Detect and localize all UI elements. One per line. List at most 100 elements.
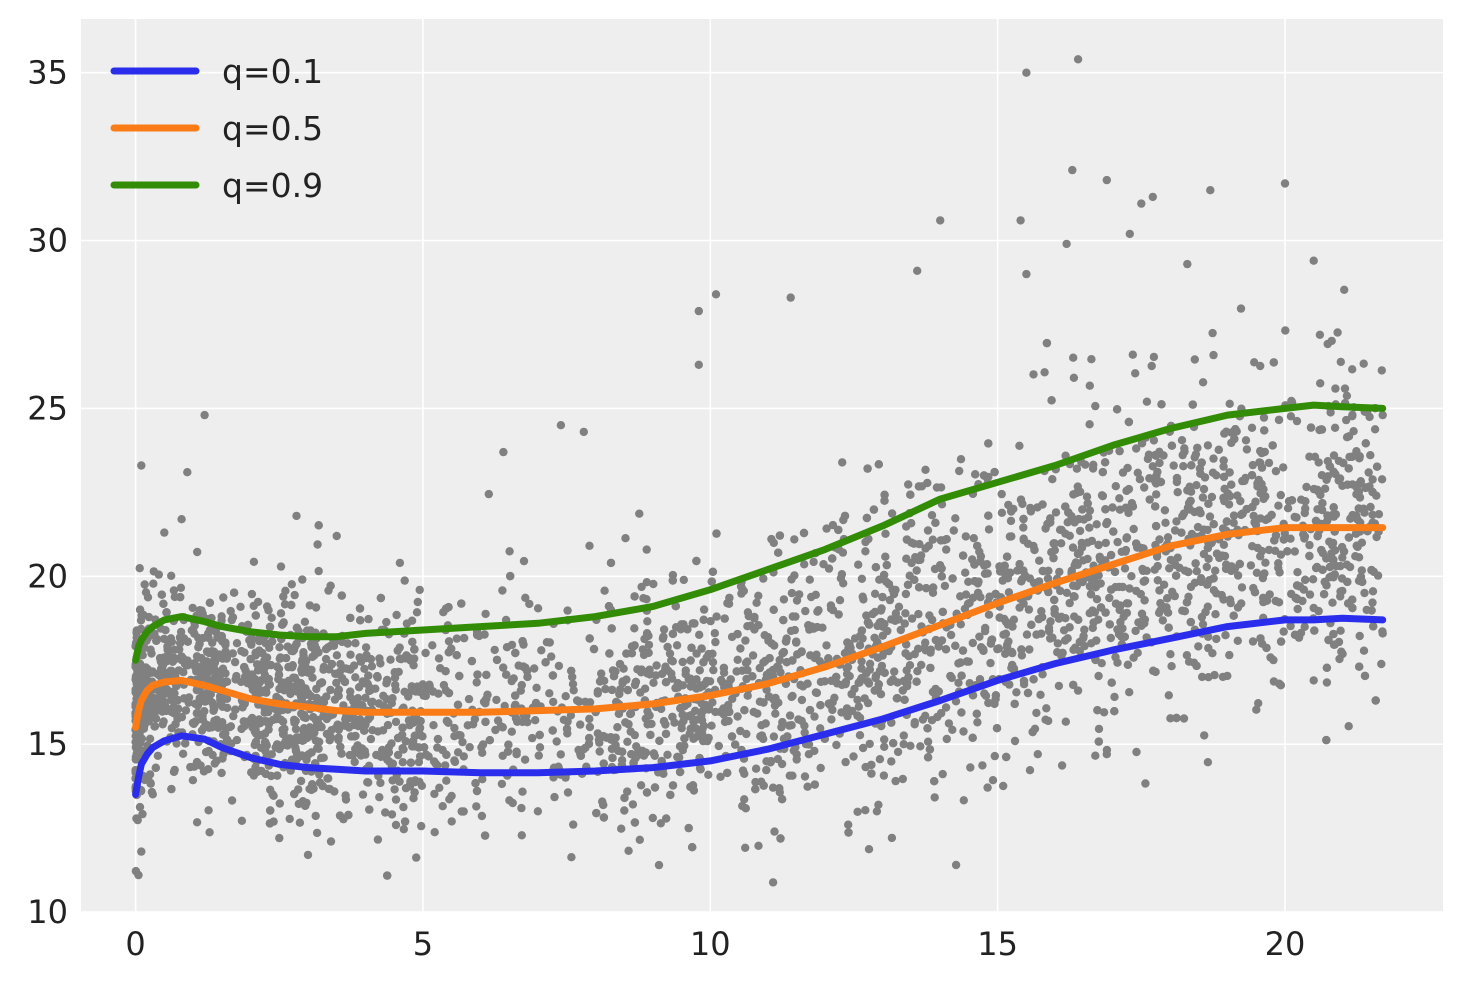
scatter-point	[1075, 526, 1085, 536]
scatter-point	[283, 642, 292, 651]
scatter-point	[161, 688, 170, 697]
scatter-point	[464, 694, 474, 704]
scatter-point	[834, 610, 843, 619]
scatter-point	[1055, 567, 1064, 577]
scatter-point	[1322, 663, 1332, 672]
scatter-point	[1034, 614, 1044, 624]
scatter-point	[1092, 595, 1102, 604]
scatter-point	[428, 641, 437, 650]
scatter-point	[880, 742, 889, 751]
scatter-point	[517, 803, 526, 813]
scatter-point	[1009, 615, 1019, 624]
scatter-point	[881, 529, 890, 538]
scatter-point	[318, 781, 327, 791]
scatter-point	[621, 534, 630, 543]
scatter-point	[1194, 642, 1203, 651]
scatter-point	[1128, 350, 1138, 359]
scatter-point	[754, 841, 763, 850]
scatter-point	[251, 737, 261, 747]
scatter-point	[1192, 661, 1201, 671]
scatter-point	[865, 739, 874, 749]
scatter-point	[1148, 462, 1158, 471]
scatter-point	[375, 654, 384, 663]
scatter-point	[902, 554, 911, 563]
scatter-point	[1236, 304, 1246, 313]
scatter-point	[1242, 445, 1252, 454]
scatter-point	[393, 733, 403, 743]
scatter-point	[782, 658, 791, 667]
scatter-point	[986, 658, 995, 668]
scatter-outlier	[1148, 192, 1158, 202]
scatter-point	[1276, 637, 1286, 646]
scatter-point	[925, 745, 935, 754]
scatter-point	[1306, 423, 1316, 432]
scatter-point	[1111, 482, 1121, 491]
scatter-point	[1344, 533, 1354, 542]
scatter-point	[1098, 491, 1108, 501]
scatter-point	[1113, 537, 1122, 547]
scatter-point	[743, 691, 752, 700]
scatter-point	[899, 740, 908, 749]
scatter-point	[314, 521, 323, 530]
scatter-point	[417, 781, 427, 790]
scatter-point	[1155, 586, 1164, 595]
scatter-point	[741, 658, 751, 668]
scatter-point	[1120, 564, 1130, 573]
scatter-point	[1372, 532, 1381, 542]
scatter-point	[1133, 543, 1142, 552]
scatter-point	[898, 774, 907, 784]
scatter-point	[604, 602, 614, 611]
scatter-point	[1368, 475, 1377, 484]
scatter-point	[775, 531, 785, 540]
scatter-point	[932, 483, 942, 492]
scatter-point	[1250, 358, 1259, 367]
scatter-point	[806, 651, 815, 660]
scatter-point	[1057, 539, 1066, 548]
scatter-point	[1010, 736, 1020, 746]
scatter-point	[887, 509, 897, 518]
scatter-point	[1151, 502, 1160, 511]
scatter-point	[1172, 473, 1182, 483]
scatter-point	[1042, 704, 1051, 713]
scatter-point	[642, 578, 651, 587]
scatter-point	[768, 783, 778, 792]
scatter-outlier	[913, 266, 922, 275]
scatter-point	[261, 769, 270, 779]
scatter-point	[1276, 490, 1286, 500]
scatter-point	[264, 606, 273, 615]
x-tick-label: 5	[413, 925, 433, 963]
scatter-point	[576, 720, 585, 729]
scatter-point	[879, 570, 889, 580]
scatter-point	[663, 642, 672, 652]
scatter-point	[668, 629, 678, 639]
scatter-point	[188, 603, 197, 613]
scatter-point	[1152, 479, 1161, 488]
scatter-point	[1046, 617, 1055, 626]
scatter-point	[239, 717, 248, 726]
scatter-point	[728, 694, 737, 704]
scatter-point	[871, 563, 881, 572]
scatter-point	[716, 772, 725, 781]
scatter-point	[169, 586, 179, 595]
scatter-point	[228, 649, 237, 658]
scatter-point	[857, 574, 867, 583]
scatter-point	[708, 567, 718, 576]
scatter-point	[339, 814, 348, 824]
scatter-point	[1209, 454, 1218, 463]
scatter-point	[1180, 444, 1189, 453]
scatter-point	[1240, 476, 1249, 486]
scatter-point	[350, 732, 359, 741]
scatter-point	[791, 612, 800, 621]
scatter-point	[1229, 611, 1238, 620]
scatter-point	[484, 489, 493, 499]
scatter-point	[888, 675, 898, 684]
scatter-point	[1201, 607, 1210, 617]
scatter-point	[276, 609, 286, 618]
scatter-point	[585, 722, 595, 732]
scatter-point	[1254, 699, 1263, 708]
scatter-point	[874, 800, 883, 809]
y-tick-label: 25	[27, 389, 68, 427]
scatter-point	[666, 790, 675, 800]
scatter-point	[237, 724, 246, 734]
scatter-outlier	[1309, 676, 1318, 685]
